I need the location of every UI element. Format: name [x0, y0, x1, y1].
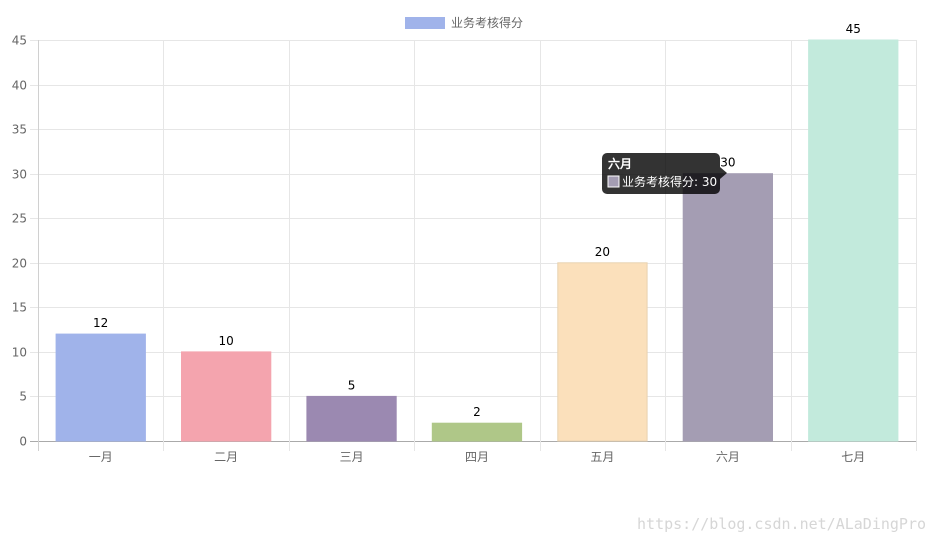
y-tick-label: 10 [12, 346, 27, 360]
x-tick-label: 六月 [716, 450, 740, 464]
tooltip-title: 六月 [608, 156, 632, 171]
bar[interactable] [808, 39, 899, 442]
y-tick-label: 40 [12, 79, 27, 93]
y-tick-label: 35 [12, 123, 27, 137]
x-tick-label: 一月 [89, 450, 113, 464]
y-tick-label: 20 [12, 257, 27, 271]
bar[interactable] [306, 395, 397, 442]
bar[interactable] [682, 173, 774, 442]
x-tick-label: 五月 [590, 450, 614, 464]
labels-layer: 12 10 5 2 20 30 45 [93, 22, 861, 419]
data-label: 10 [218, 334, 233, 348]
bar[interactable] [181, 351, 272, 442]
x-tick-label: 三月 [340, 450, 364, 464]
y-tick-label: 0 [19, 435, 27, 449]
y-tick-label: 45 [12, 34, 27, 48]
legend-label[interactable]: 业务考核得分 [451, 15, 523, 30]
y-tick-label: 30 [12, 168, 27, 182]
tooltip-box [602, 153, 720, 194]
tooltip-swatch [607, 175, 620, 188]
data-label: 2 [473, 405, 481, 419]
tooltip-label: 业务考核得分: 30 [622, 174, 717, 189]
data-label: 12 [93, 316, 108, 330]
bar[interactable] [557, 262, 648, 442]
tooltip-caret [720, 167, 727, 179]
data-label: 30 [720, 156, 735, 170]
legend-swatch[interactable] [405, 17, 445, 29]
bar[interactable] [431, 422, 523, 442]
x-tick-label: 七月 [841, 450, 865, 464]
x-tick-label: 二月 [214, 450, 238, 464]
y-tick-label: 5 [19, 390, 27, 404]
data-label: 20 [595, 245, 610, 259]
bars-layer [55, 39, 899, 442]
y-tick-label: 15 [12, 301, 27, 315]
x-tick-label: 四月 [465, 450, 489, 464]
data-label: 5 [348, 378, 356, 392]
tooltip: 六月 业务考核得分: 30 [602, 153, 727, 194]
grid-layer [30, 40, 917, 451]
data-label: 45 [846, 22, 861, 36]
y-tick-label: 25 [12, 212, 27, 226]
watermark: https://blog.csdn.net/ALaDingPro [637, 515, 926, 533]
bar[interactable] [55, 333, 146, 442]
legend[interactable]: 业务考核得分 [405, 15, 523, 30]
